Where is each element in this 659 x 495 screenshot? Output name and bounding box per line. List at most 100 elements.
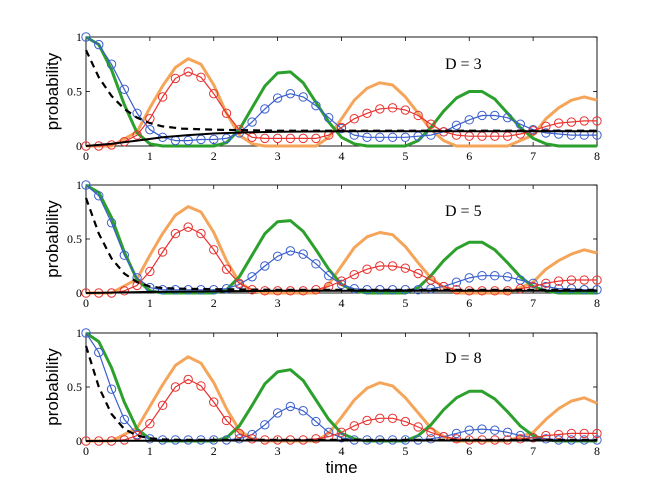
x-tick-label: 0 [83,149,89,163]
data-point-blue-circles [528,278,538,288]
series-line-black-solid [85,289,597,294]
data-point-blue-circles [451,428,462,439]
data-point-blue-circles [157,285,168,295]
data-point-blue-circles [183,135,193,146]
data-point-red-circles [413,110,423,121]
data-point-red-circles [553,118,564,128]
data-point-red-circles [400,263,411,273]
data-point-red-circles [375,413,385,424]
series-line-green [85,35,597,148]
data-point-blue-circles [311,416,321,427]
data-point-blue-circles [477,271,487,281]
axis-ticks: 0 1 2 3 4 5 6 7 8 0 0.5 1 [67,178,600,310]
data-point-blue-circles [170,285,181,295]
y-tick-label: 0.5 [67,85,82,99]
data-point-red-circles [336,276,347,286]
data-point-red-circles [579,275,589,285]
data-point-blue-circles [464,115,474,125]
data-point-blue-circles [336,279,347,290]
series-group [81,328,602,446]
series-line-black-dashed [84,345,597,441]
data-point-red-circles [170,382,181,392]
x-tick-label: 8 [594,149,600,163]
data-point-blue-circles [247,272,257,282]
data-point-blue-circles [106,384,117,394]
data-point-red-circles [298,133,308,144]
data-point-red-circles [170,228,181,239]
series-line-orange [86,57,598,148]
data-point-red-circles [221,108,232,119]
axis-ticks: 0 1 2 3 4 5 6 7 8 0 0.5 1 [67,326,600,458]
data-point-red-circles [272,133,283,144]
x-tick-label: 7 [530,149,536,163]
data-point-red-circles [579,428,589,439]
data-point-red-circles [349,114,359,124]
data-point-blue-circles [502,427,513,438]
data-point-blue-circles [106,218,117,228]
data-point-red-circles [183,374,193,385]
data-point-red-circles [515,283,526,294]
data-point-red-circles [221,415,232,426]
data-point-blue-circles [451,277,462,287]
x-tick-label: 8 [594,296,600,310]
data-point-blue-circles [247,117,257,127]
x-tick-label: 6 [466,296,472,310]
data-point-blue-circles [106,59,117,69]
data-point-blue-circles [94,191,104,201]
data-point-red-circles [234,428,245,439]
data-point-blue-circles [81,32,91,42]
x-tick-label: 4 [339,149,345,163]
x-tick-label: 8 [594,444,600,458]
data-point-blue-circles [272,251,283,261]
panel-annotation: D = 3 [445,56,482,73]
data-point-red-circles [183,222,193,232]
data-point-blue-circles [119,84,130,95]
data-point-blue-circles [260,104,270,114]
x-tick-label: 2 [211,444,217,458]
series-line-black-dashed [84,197,597,291]
series-group [81,180,602,298]
data-point-blue-circles [119,250,130,260]
x-tick-label: 7 [530,444,536,458]
data-point-blue-circles [375,132,385,142]
data-point-red-circles [285,133,296,144]
data-point-blue-circles [260,420,270,430]
series-group [81,32,602,151]
data-point-blue-circles [336,433,347,443]
data-point-blue-circles [490,110,500,121]
data-point-blue-circles [400,132,411,142]
x-tick-label: 1 [147,149,153,163]
data-point-blue-circles [260,261,270,271]
data-point-red-circles [196,381,206,391]
panel-d3: probability D = 3 0 1 2 3 4 5 6 7 8 0 0.5 1 [43,30,602,163]
y-tick-label: 1 [76,178,82,192]
data-point-blue-circles [311,100,321,111]
data-point-blue-circles [81,328,91,338]
data-point-red-circles [375,261,385,271]
data-point-red-circles [566,275,577,285]
data-point-blue-circles [81,180,91,190]
data-point-blue-circles [477,424,487,434]
data-point-blue-circles [490,271,500,281]
data-point-red-circles [592,116,602,126]
data-point-red-circles [196,228,206,239]
data-point-red-circles [157,247,168,257]
x-tick-label: 3 [275,444,281,458]
data-point-blue-circles [451,120,462,130]
data-point-red-circles [234,278,245,288]
x-tick-label: 3 [275,296,281,310]
x-tick-label: 3 [275,149,281,163]
series-line-black-solid [85,439,597,442]
x-tick-label: 6 [466,149,472,163]
x-tick-label: 5 [402,296,408,310]
data-point-red-circles [196,72,206,83]
data-point-red-circles [209,88,219,99]
data-point-blue-circles [490,425,500,435]
data-point-red-circles [260,133,270,144]
x-tick-label: 7 [530,296,536,310]
data-point-blue-circles [119,414,130,425]
data-point-red-circles [375,104,385,114]
data-point-blue-circles [477,110,487,121]
x-tick-label: 2 [211,296,217,310]
